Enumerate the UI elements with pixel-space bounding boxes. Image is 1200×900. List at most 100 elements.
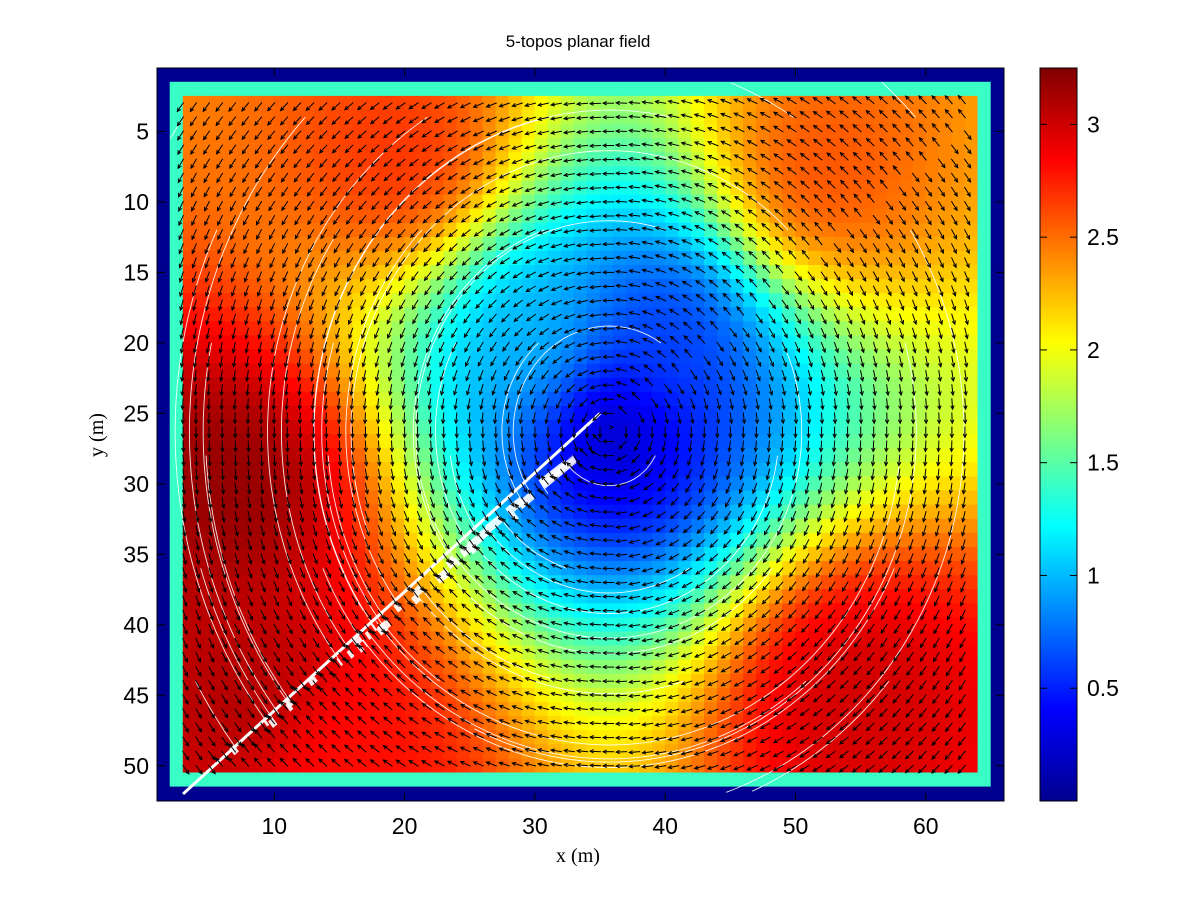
heat-cell — [573, 406, 588, 421]
heat-cell — [247, 279, 262, 294]
heat-cell — [495, 321, 510, 337]
heat-cell — [964, 772, 979, 788]
heat-cell — [651, 377, 666, 393]
heat-cell — [221, 293, 236, 308]
heat-cell — [782, 124, 796, 139]
heat-cell — [756, 349, 770, 365]
heat-cell — [221, 349, 236, 365]
heat-cell — [326, 363, 340, 379]
heat-cell — [560, 518, 575, 534]
heat-cell — [221, 279, 236, 294]
heat-cell — [730, 490, 744, 506]
heat-cell — [287, 518, 301, 534]
heat-cell — [951, 236, 966, 252]
heat-cell — [912, 68, 927, 83]
heat-cell — [326, 617, 340, 633]
heat-cell — [821, 363, 835, 379]
heat-cell — [795, 124, 809, 139]
heat-cell — [795, 575, 809, 590]
heat-cell — [221, 95, 236, 111]
heat-cell — [391, 772, 405, 788]
heat-cell — [534, 222, 549, 238]
heat-cell — [482, 95, 497, 111]
heat-cell — [195, 138, 210, 153]
heat-cell — [964, 617, 979, 633]
heat-cell — [195, 645, 210, 661]
heat-cell — [808, 152, 822, 167]
heat-cell — [534, 575, 549, 590]
heat-cell — [456, 434, 470, 449]
heat-cell — [834, 476, 848, 492]
heat-cell — [300, 504, 314, 520]
heat-cell — [274, 406, 288, 421]
heat-cell — [717, 504, 731, 520]
heat-cell — [938, 349, 953, 365]
heat-cell — [964, 547, 979, 562]
heat-cell — [260, 631, 275, 647]
heat-cell — [287, 716, 301, 731]
heat-cell — [808, 279, 822, 294]
heat-cell — [508, 631, 523, 647]
heat-cell — [430, 152, 444, 167]
heat-cell — [260, 307, 275, 322]
heat-cell — [951, 420, 966, 435]
heat-cell — [195, 462, 210, 478]
heat-cell — [964, 744, 979, 759]
heat-cell — [508, 95, 523, 111]
heat-cell — [938, 772, 953, 788]
heat-cell — [573, 95, 588, 111]
heat-cell — [977, 547, 992, 562]
heat-cell — [195, 363, 210, 379]
heat-cell — [234, 166, 249, 182]
heat-cell — [847, 293, 861, 308]
heat-cell — [365, 462, 379, 478]
heat-cell — [977, 504, 992, 520]
heat-cell — [795, 349, 809, 365]
heat-cell — [234, 490, 249, 506]
heat-cell — [404, 490, 418, 506]
heat-cell — [339, 490, 353, 506]
heat-cell — [586, 279, 601, 294]
heat-cell — [717, 110, 731, 125]
heat-cell — [612, 448, 627, 463]
heat-cell — [443, 81, 457, 97]
heat-cell — [938, 222, 953, 238]
heat-cell — [378, 504, 392, 520]
heat-cell — [899, 307, 914, 322]
heat-cell — [417, 448, 431, 463]
heat-cell — [717, 476, 731, 492]
heat-cell — [247, 68, 262, 83]
heat-cell — [625, 476, 640, 492]
heat-cell — [704, 631, 718, 647]
heat-cell — [925, 645, 940, 661]
heat-cell — [443, 349, 457, 365]
heat-cell — [495, 335, 510, 351]
heat-cell — [704, 490, 718, 506]
heat-cell — [964, 561, 979, 576]
heat-cell — [990, 180, 1004, 196]
heat-cell — [339, 617, 353, 633]
heat-cell — [260, 279, 275, 294]
heat-cell — [899, 138, 914, 153]
heat-cell — [391, 448, 405, 463]
heat-cell — [221, 152, 236, 167]
heat-cell — [743, 152, 757, 167]
heat-cell — [573, 335, 588, 351]
heat-cell — [260, 462, 275, 478]
heat-cell — [326, 575, 340, 590]
heat-cell — [808, 561, 822, 576]
heat-cell — [378, 420, 392, 435]
heat-cell — [169, 631, 184, 647]
heat-cell — [300, 236, 314, 252]
heat-cell — [300, 138, 314, 153]
heat-cell — [795, 321, 809, 337]
heat-cell — [677, 81, 692, 97]
heat-cell — [977, 222, 992, 238]
heat-cell — [326, 293, 340, 308]
heat-cell — [469, 180, 483, 196]
heat-cell — [469, 476, 483, 492]
heat-cell — [482, 110, 497, 125]
heat-cell — [951, 265, 966, 280]
heat-cell — [339, 110, 353, 125]
heat-cell — [326, 391, 340, 407]
